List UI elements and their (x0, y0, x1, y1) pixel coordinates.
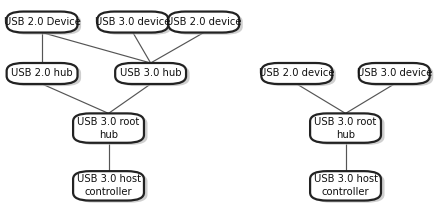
FancyBboxPatch shape (77, 173, 148, 203)
FancyBboxPatch shape (115, 63, 186, 84)
FancyBboxPatch shape (73, 171, 144, 201)
FancyBboxPatch shape (362, 65, 433, 86)
Text: USB 3.0 device: USB 3.0 device (95, 17, 171, 27)
FancyBboxPatch shape (10, 65, 81, 86)
FancyBboxPatch shape (168, 12, 239, 33)
Text: USB 3.0 device: USB 3.0 device (357, 68, 432, 79)
FancyBboxPatch shape (261, 63, 332, 84)
Text: USB 3.0 host
controller: USB 3.0 host controller (77, 175, 140, 197)
FancyBboxPatch shape (7, 63, 78, 84)
FancyBboxPatch shape (119, 65, 190, 86)
FancyBboxPatch shape (101, 14, 172, 35)
FancyBboxPatch shape (265, 65, 336, 86)
Text: USB 2.0 hub: USB 2.0 hub (11, 68, 73, 79)
FancyBboxPatch shape (172, 14, 243, 35)
Text: USB 2.0 device: USB 2.0 device (259, 68, 334, 79)
FancyBboxPatch shape (310, 113, 381, 143)
FancyBboxPatch shape (314, 173, 385, 203)
Text: USB 2.0 device: USB 2.0 device (166, 17, 241, 27)
FancyBboxPatch shape (97, 12, 168, 33)
Text: USB 2.0 Device: USB 2.0 Device (4, 17, 81, 27)
Text: USB 3.0 host
controller: USB 3.0 host controller (314, 175, 377, 197)
FancyBboxPatch shape (310, 171, 381, 201)
Text: USB 3.0 hub: USB 3.0 hub (120, 68, 181, 79)
FancyBboxPatch shape (77, 116, 148, 145)
FancyBboxPatch shape (314, 116, 385, 145)
FancyBboxPatch shape (10, 14, 81, 35)
Text: USB 3.0 root
hub: USB 3.0 root hub (78, 117, 140, 139)
FancyBboxPatch shape (359, 63, 430, 84)
FancyBboxPatch shape (73, 113, 144, 143)
FancyBboxPatch shape (7, 12, 78, 33)
Text: USB 3.0 root
hub: USB 3.0 root hub (315, 117, 377, 139)
